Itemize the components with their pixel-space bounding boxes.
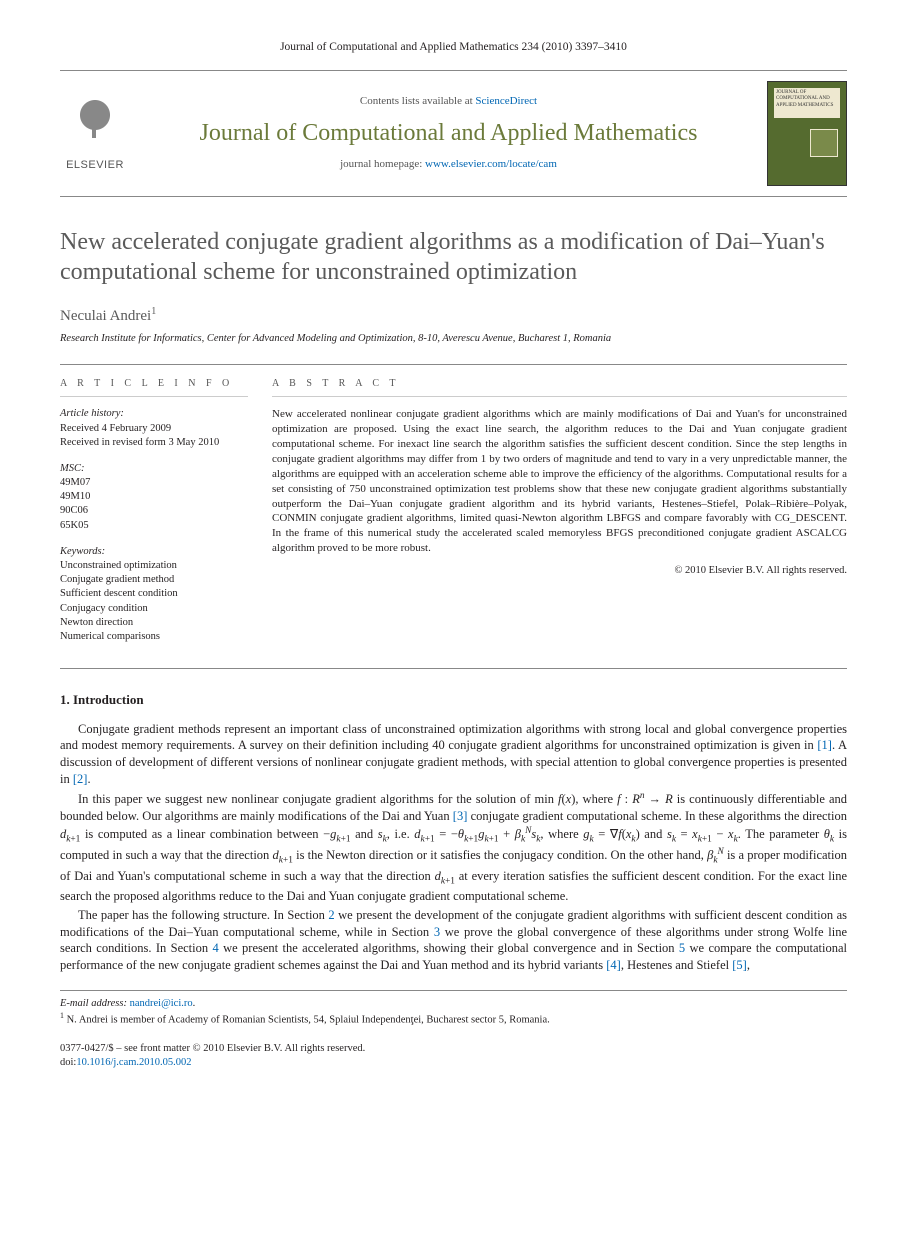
author-footnote: 1 N. Andrei is member of Academy of Roma…	[60, 1011, 847, 1028]
footer-block: 0377-0427/$ – see front matter © 2010 El…	[60, 1042, 847, 1070]
journal-header-box: ELSEVIER Contents lists available at Sci…	[60, 70, 847, 197]
info-abstract-row: A R T I C L E I N F O Article history: R…	[60, 364, 847, 669]
keyword-item: Unconstrained optimization	[60, 559, 248, 573]
keywords-head: Keywords:	[60, 545, 248, 559]
journal-name: Journal of Computational and Applied Mat…	[140, 119, 757, 148]
keyword-item: Newton direction	[60, 616, 248, 630]
doi-prefix: doi:	[60, 1057, 76, 1068]
msc-block: MSC: 49M07 49M10 90C06 65K05	[60, 462, 248, 533]
author-name: Neculai Andrei1	[60, 305, 847, 326]
footnotes: E-mail address: nandrei@ici.ro. 1 N. And…	[60, 990, 847, 1028]
footer-doi: doi:10.1016/j.cam.2010.05.002	[60, 1056, 847, 1070]
article-info-label: A R T I C L E I N F O	[60, 377, 248, 398]
citation-header: Journal of Computational and Applied Mat…	[60, 40, 847, 56]
keywords-block: Keywords: Unconstrained optimization Con…	[60, 545, 248, 644]
cover-thumb-graphic	[810, 129, 838, 157]
ref-link[interactable]: 5	[679, 941, 685, 955]
sciencedirect-link[interactable]: ScienceDirect	[475, 95, 537, 107]
abstract-label: A B S T R A C T	[272, 377, 847, 398]
history-line: Received in revised form 3 May 2010	[60, 436, 248, 450]
contents-prefix: Contents lists available at	[360, 95, 475, 107]
elsevier-logo: ELSEVIER	[60, 94, 130, 173]
affiliation: Research Institute for Informatics, Cent…	[60, 332, 847, 346]
abstract-column: A B S T R A C T New accelerated nonlinea…	[260, 365, 847, 668]
author-sup: 1	[151, 306, 156, 317]
keyword-item: Conjugate gradient method	[60, 573, 248, 587]
ref-link[interactable]: [5]	[732, 958, 747, 972]
cover-thumb-title: JOURNAL OF COMPUTATIONAL AND APPLIED MAT…	[774, 88, 840, 118]
journal-center: Contents lists available at ScienceDirec…	[130, 94, 767, 172]
keyword-item: Conjugacy condition	[60, 602, 248, 616]
email-label: E-mail address:	[60, 998, 127, 1009]
article-title: New accelerated conjugate gradient algor…	[60, 227, 847, 287]
doi-link[interactable]: 10.1016/j.cam.2010.05.002	[76, 1057, 191, 1068]
intro-para-1: Conjugate gradient methods represent an …	[60, 721, 847, 789]
ref-link[interactable]: [3]	[453, 809, 468, 823]
email-suffix: .	[193, 998, 196, 1009]
keyword-item: Sufficient descent condition	[60, 587, 248, 601]
ref-link[interactable]: [4]	[606, 958, 621, 972]
msc-head: MSC:	[60, 462, 248, 476]
article-info-column: A R T I C L E I N F O Article history: R…	[60, 365, 260, 668]
ref-link[interactable]: [2]	[73, 772, 88, 786]
intro-para-2: In this paper we suggest new nonlinear c…	[60, 790, 847, 905]
homepage-prefix: journal homepage:	[340, 158, 425, 170]
abstract-text: New accelerated nonlinear conjugate grad…	[272, 407, 847, 555]
msc-item: 49M10	[60, 490, 248, 504]
history-line: Received 4 February 2009	[60, 422, 248, 436]
msc-item: 49M07	[60, 476, 248, 490]
msc-item: 65K05	[60, 519, 248, 533]
contents-line: Contents lists available at ScienceDirec…	[140, 94, 757, 109]
email-footnote: E-mail address: nandrei@ici.ro.	[60, 997, 847, 1011]
homepage-line: journal homepage: www.elsevier.com/locat…	[140, 157, 757, 172]
history-head: Article history:	[60, 407, 248, 421]
intro-para-3: The paper has the following structure. I…	[60, 907, 847, 975]
footer-copyright: 0377-0427/$ – see front matter © 2010 El…	[60, 1042, 847, 1056]
author-footnote-text: N. Andrei is member of Academy of Romani…	[64, 1015, 550, 1026]
elsevier-label: ELSEVIER	[60, 158, 130, 173]
history-block: Article history: Received 4 February 200…	[60, 407, 248, 450]
msc-item: 90C06	[60, 504, 248, 518]
email-link[interactable]: nandrei@ici.ro	[130, 998, 193, 1009]
homepage-link[interactable]: www.elsevier.com/locate/cam	[425, 158, 557, 170]
elsevier-tree-icon	[65, 94, 125, 154]
ref-link[interactable]: [1]	[817, 738, 832, 752]
keyword-item: Numerical comparisons	[60, 630, 248, 644]
ref-link[interactable]: 2	[328, 908, 334, 922]
intro-heading: 1. Introduction	[60, 691, 847, 709]
copyright-line: © 2010 Elsevier B.V. All rights reserved…	[272, 564, 847, 578]
author-text: Neculai Andrei	[60, 308, 151, 324]
journal-cover-thumbnail: JOURNAL OF COMPUTATIONAL AND APPLIED MAT…	[767, 81, 847, 186]
ref-link[interactable]: 3	[434, 925, 440, 939]
ref-link[interactable]: 4	[213, 941, 219, 955]
